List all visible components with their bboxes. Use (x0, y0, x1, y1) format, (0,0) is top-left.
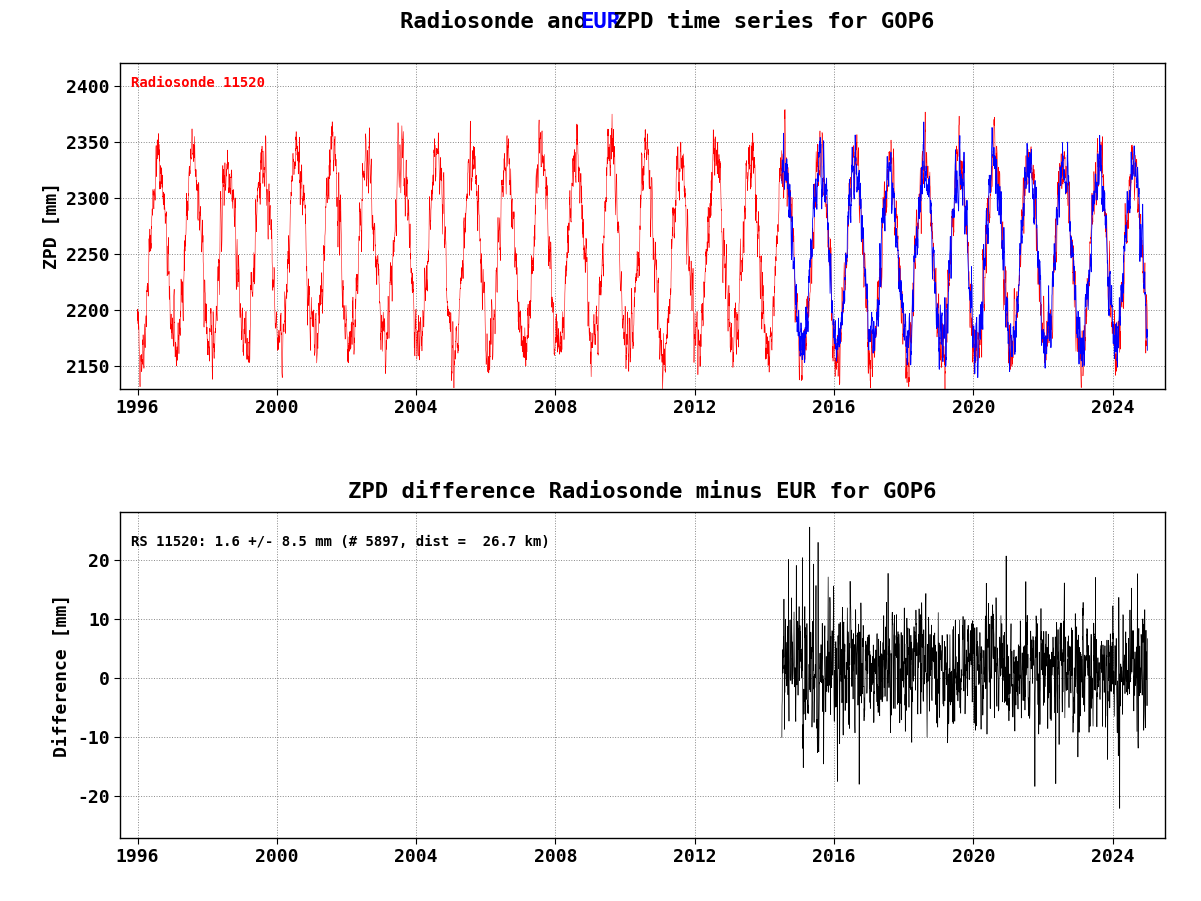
Title: ZPD difference Radiosonde minus EUR for GOP6: ZPD difference Radiosonde minus EUR for … (348, 482, 937, 503)
Text: RS 11520: 1.6 +/- 8.5 mm (# 5897, dist =  26.7 km): RS 11520: 1.6 +/- 8.5 mm (# 5897, dist =… (131, 535, 549, 549)
Text: Radiosonde and: Radiosonde and (400, 12, 600, 32)
Text: Radiosonde 11520: Radiosonde 11520 (131, 76, 264, 90)
Y-axis label: Difference [mm]: Difference [mm] (53, 594, 72, 757)
Text: EUR: EUR (580, 12, 621, 32)
Text: ZPD time series for GOP6: ZPD time series for GOP6 (600, 12, 934, 32)
Y-axis label: ZPD [mm]: ZPD [mm] (42, 182, 60, 269)
